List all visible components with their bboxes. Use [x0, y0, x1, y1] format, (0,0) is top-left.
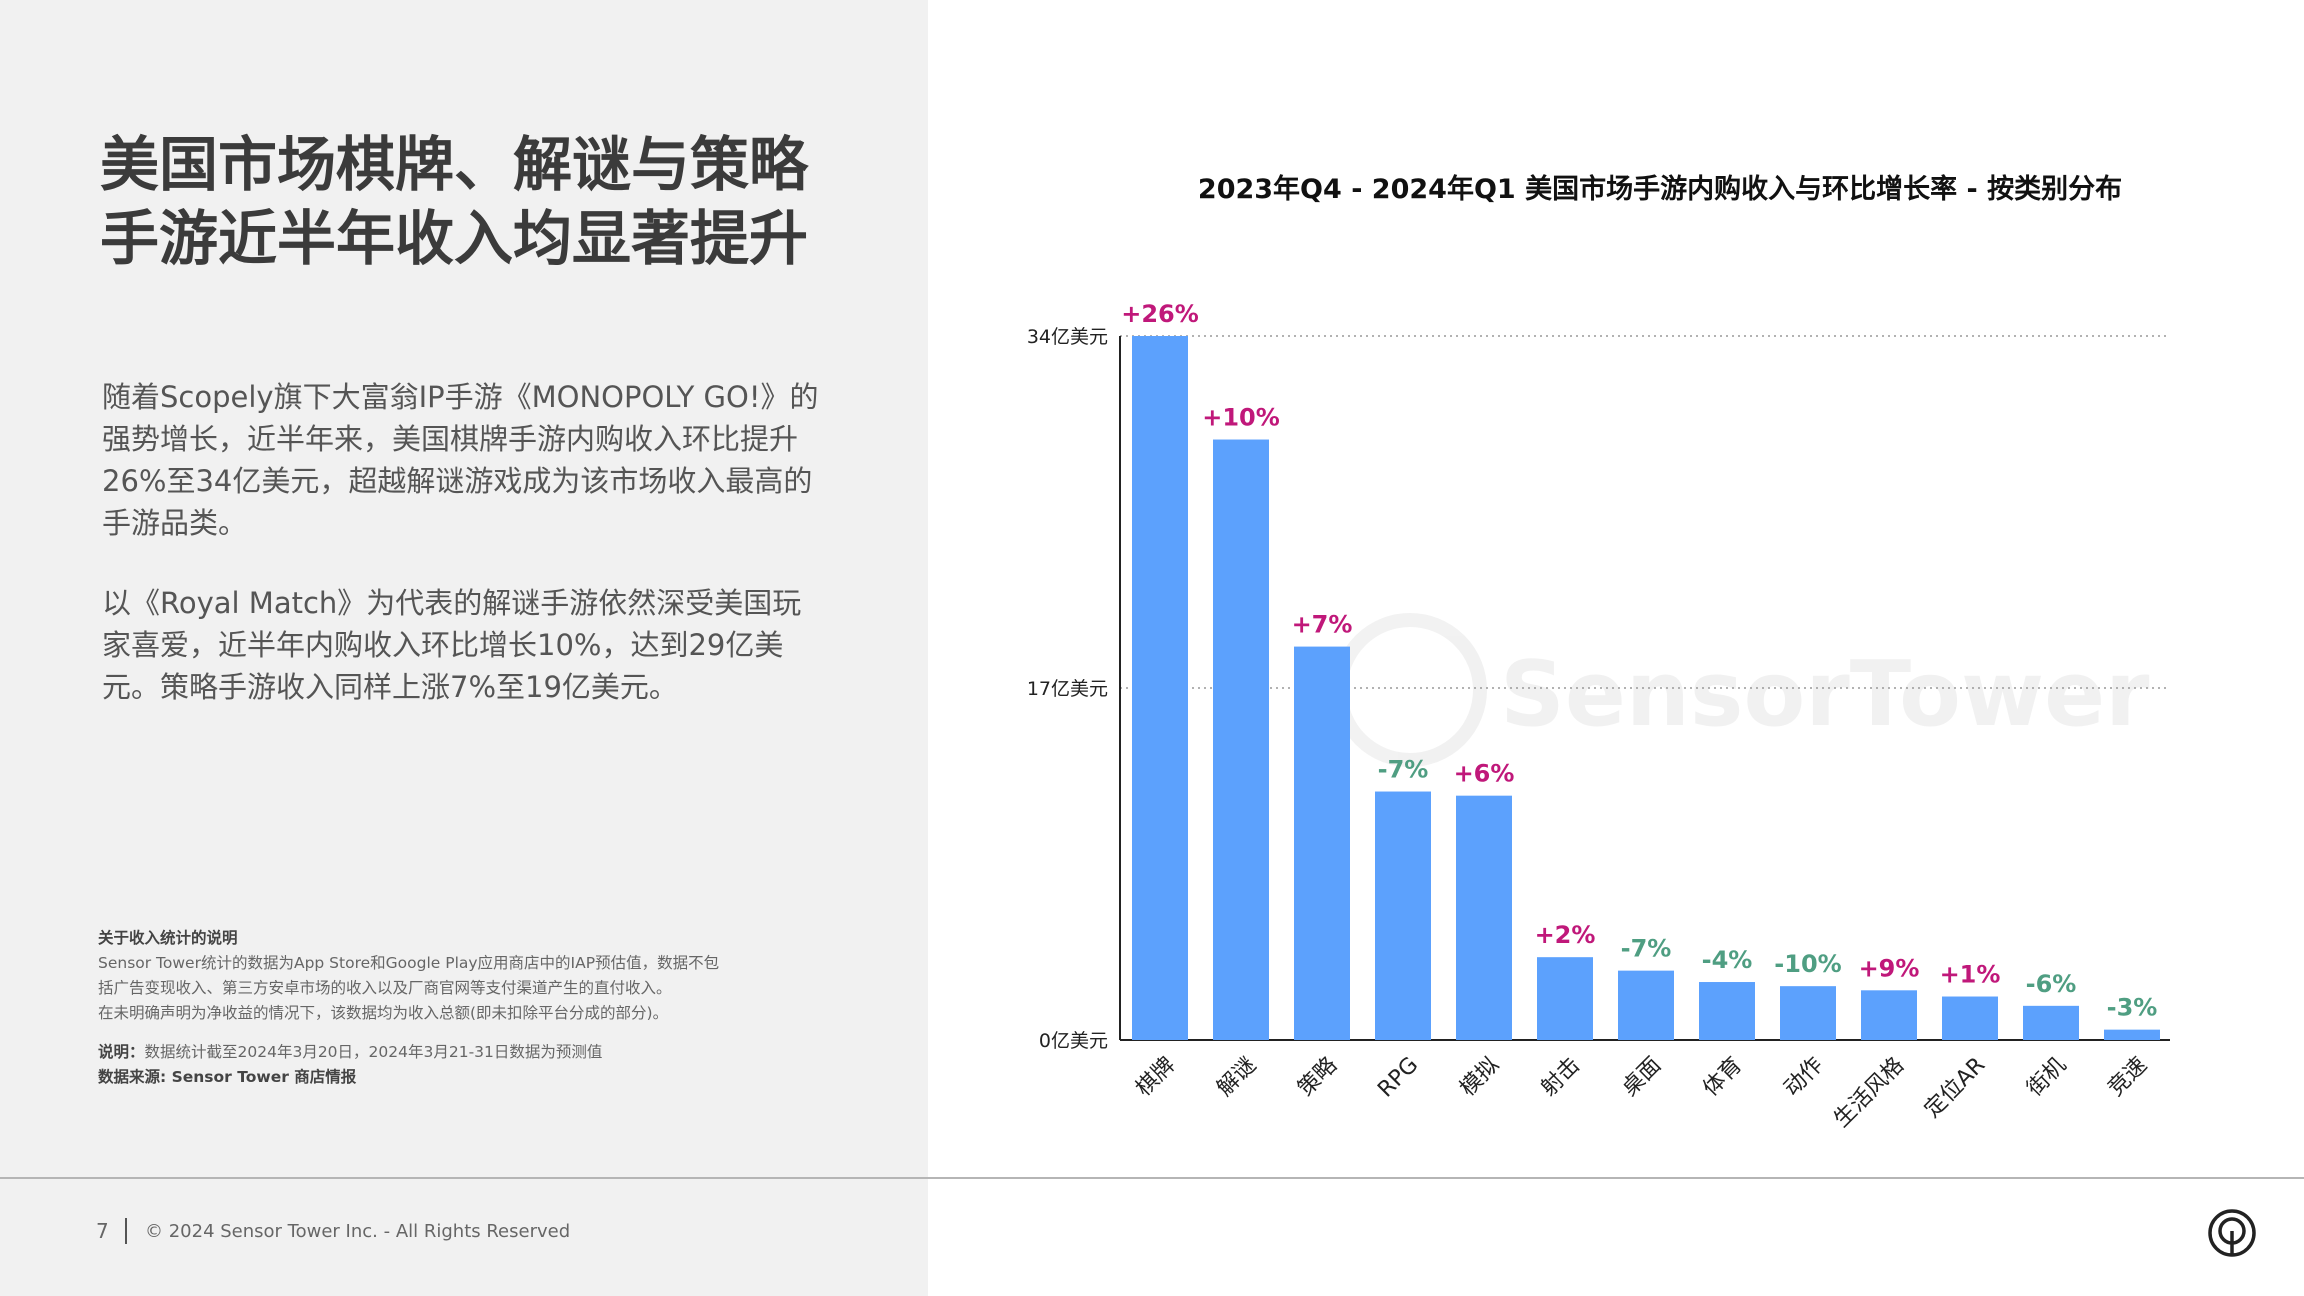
bar [1294, 646, 1350, 1040]
growth-label: +9% [1859, 954, 1920, 982]
footer-separator [125, 1218, 127, 1244]
page-title: 美国市场棋牌、解谜与策略 手游近半年收入均显著提升 [100, 128, 890, 276]
notes-gap [98, 1026, 798, 1040]
bar [1132, 336, 1188, 1040]
category-label: 桌面 [1617, 1053, 1666, 1102]
notes-remark: 说明：数据统计截至2024年3月20日，2024年3月21-31日数据为预测值 [98, 1040, 798, 1065]
bar [1213, 439, 1269, 1040]
growth-label: +10% [1202, 404, 1280, 432]
detail-paragraph: 以《Royal Match》为代表的解谜手游依然深受美国玩家喜爱，近半年内购收入… [102, 586, 802, 704]
growth-label: -7% [1378, 756, 1429, 784]
growth-label: +2% [1535, 921, 1596, 949]
intro-paragraph: 随着Scopely旗下大富翁IP手游《MONOPOLY GO!》的强势增长，近半… [102, 380, 819, 540]
notes-heading: 关于收入统计的说明 [98, 929, 238, 947]
y-tick-label: 0亿美元 [1039, 1030, 1108, 1052]
growth-label: -6% [2026, 970, 2077, 998]
bar [2104, 1029, 2160, 1040]
bar [1861, 990, 1917, 1040]
growth-label: -10% [1774, 950, 1841, 978]
copyright-text: © 2024 Sensor Tower Inc. - All Rights Re… [145, 1221, 571, 1242]
page-number: 7 [96, 1219, 109, 1243]
bar [1456, 795, 1512, 1040]
left-panel [0, 0, 928, 1296]
watermark-text: SensorTower [1500, 642, 2150, 747]
title-line-1: 美国市场棋牌、解谜与策略 [100, 130, 809, 199]
category-label: 动作 [1779, 1053, 1828, 1102]
data-source: 数据来源: Sensor Tower 商店情报 [98, 1068, 357, 1086]
bar [1537, 957, 1593, 1040]
watermark-logo-icon [1333, 613, 1487, 767]
category-label: 竞速 [2103, 1053, 2152, 1102]
y-tick-label: 34亿美元 [1027, 326, 1108, 348]
category-label: 策略 [1293, 1053, 1342, 1102]
growth-label: +7% [1292, 611, 1353, 639]
notes-line-2: 括广告变现收入、第三方安卓市场的收入以及厂商官网等支付渠道产生的直付收入。 [98, 979, 672, 997]
bar [1375, 791, 1431, 1040]
category-label: 街机 [2022, 1053, 2071, 1102]
growth-label: -3% [2107, 994, 2158, 1022]
remark-text: 数据统计截至2024年3月20日，2024年3月21-31日数据为预测值 [144, 1043, 603, 1061]
growth-label: -4% [1702, 946, 1753, 974]
y-tick-label: 17亿美元 [1027, 678, 1108, 700]
notes-line-3: 在未明确声明为净收益的情况下，该数据均为收入总额(即未扣除平台分成的部分)。 [98, 1004, 669, 1022]
sensor-tower-logo-icon [2208, 1209, 2256, 1257]
growth-label: +26% [1121, 300, 1199, 328]
category-label: 体育 [1698, 1053, 1747, 1102]
growth-label: +6% [1454, 760, 1515, 788]
bar [1618, 970, 1674, 1040]
bar [1780, 986, 1836, 1040]
revenue-bar-chart: SensorTower 2023年Q4 - 2024年Q1 美国市场手游内购收入与… [1027, 173, 2170, 1133]
category-label: 射击 [1536, 1053, 1585, 1102]
title-line-2: 手游近半年收入均显著提升 [100, 204, 809, 273]
notes-line-1: Sensor Tower统计的数据为App Store和Google Play应… [98, 954, 720, 972]
category-label: RPG [1373, 1053, 1423, 1103]
category-label: 生活风格 [1829, 1053, 1909, 1133]
watermark: SensorTower [1333, 613, 2150, 767]
category-label: 解谜 [1212, 1053, 1261, 1102]
footer-divider [0, 1177, 2304, 1179]
bar [1942, 996, 1998, 1040]
revenue-notes: 关于收入统计的说明 Sensor Tower统计的数据为App Store和Go… [98, 926, 798, 1090]
growth-label: +1% [1940, 961, 2001, 989]
remark-label: 说明： [98, 1043, 145, 1061]
category-label: 定位AR [1920, 1053, 1990, 1123]
bar [1699, 982, 1755, 1040]
category-label: 棋牌 [1131, 1053, 1180, 1102]
category-label: 模拟 [1455, 1053, 1504, 1102]
chart-title: 2023年Q4 - 2024年Q1 美国市场手游内购收入与环比增长率 - 按类别… [1198, 173, 2122, 205]
bar [2023, 1005, 2079, 1040]
growth-label: -7% [1621, 935, 1672, 963]
